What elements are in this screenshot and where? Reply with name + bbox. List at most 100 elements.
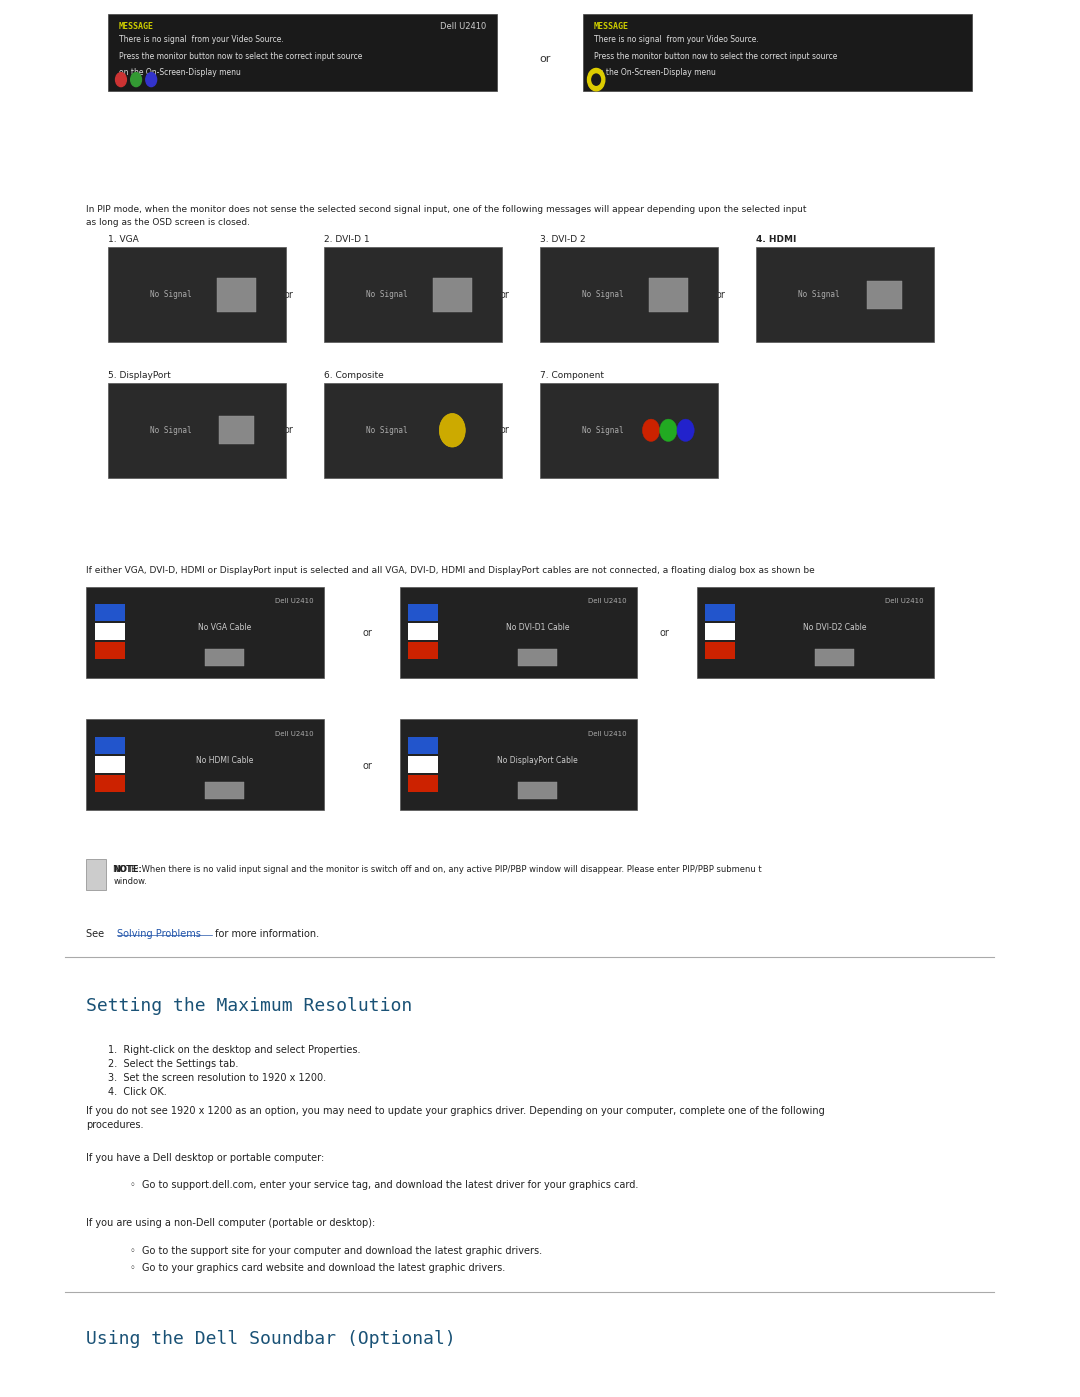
Text: No VGA Cable: No VGA Cable [198, 623, 251, 631]
FancyBboxPatch shape [219, 416, 254, 444]
Text: No Signal: No Signal [581, 426, 623, 434]
FancyBboxPatch shape [815, 650, 854, 666]
FancyBboxPatch shape [95, 775, 125, 792]
Text: 5. DisplayPort: 5. DisplayPort [108, 372, 171, 380]
FancyBboxPatch shape [108, 14, 497, 91]
Text: No Signal: No Signal [365, 426, 407, 434]
Text: 2.  Select the Settings tab.: 2. Select the Settings tab. [108, 1059, 239, 1069]
Text: or: or [499, 289, 510, 300]
FancyBboxPatch shape [205, 650, 244, 666]
Text: Dell U2410: Dell U2410 [588, 731, 626, 736]
Text: MESSAGE: MESSAGE [119, 22, 153, 31]
Text: If you have a Dell desktop or portable computer:: If you have a Dell desktop or portable c… [86, 1153, 325, 1162]
Circle shape [146, 73, 157, 87]
Text: 4.  Click OK.: 4. Click OK. [108, 1087, 166, 1097]
FancyBboxPatch shape [95, 604, 125, 622]
FancyBboxPatch shape [86, 587, 324, 678]
FancyBboxPatch shape [95, 643, 125, 659]
FancyBboxPatch shape [518, 650, 557, 666]
FancyBboxPatch shape [86, 859, 106, 890]
Text: No DVI-D1 Cable: No DVI-D1 Cable [505, 623, 569, 631]
Text: or: or [283, 425, 294, 436]
Text: See: See [86, 929, 108, 939]
Circle shape [131, 73, 141, 87]
Text: Press the monitor button now to select the correct input source: Press the monitor button now to select t… [594, 53, 837, 61]
FancyBboxPatch shape [705, 643, 735, 659]
FancyBboxPatch shape [324, 383, 502, 478]
Text: Dell U2410: Dell U2410 [885, 598, 923, 604]
FancyBboxPatch shape [649, 278, 688, 312]
FancyBboxPatch shape [408, 604, 438, 622]
Text: ◦  Go to the support site for your computer and download the latest graphic driv: ◦ Go to the support site for your comput… [130, 1246, 542, 1256]
Text: or: or [283, 289, 294, 300]
FancyBboxPatch shape [518, 782, 557, 799]
FancyBboxPatch shape [205, 782, 244, 799]
Text: on the On-Screen-Display menu: on the On-Screen-Display menu [594, 68, 716, 77]
Text: Solving Problems: Solving Problems [117, 929, 201, 939]
FancyBboxPatch shape [95, 623, 125, 640]
FancyBboxPatch shape [583, 14, 972, 91]
Text: No Signal: No Signal [365, 291, 407, 299]
Text: No Signal: No Signal [149, 291, 191, 299]
Text: NOTE: When there is no valid input signal and the monitor is switch off and on, : NOTE: When there is no valid input signa… [113, 865, 762, 886]
FancyBboxPatch shape [400, 719, 637, 810]
FancyBboxPatch shape [408, 643, 438, 659]
FancyBboxPatch shape [95, 756, 125, 773]
Text: If you are using a non-Dell computer (portable or desktop):: If you are using a non-Dell computer (po… [86, 1218, 376, 1228]
Text: 1.  Right-click on the desktop and select Properties.: 1. Right-click on the desktop and select… [108, 1045, 361, 1055]
Text: or: or [362, 760, 373, 771]
FancyBboxPatch shape [95, 736, 125, 754]
Circle shape [643, 419, 660, 441]
FancyBboxPatch shape [108, 247, 286, 342]
Text: Dell U2410: Dell U2410 [274, 731, 313, 736]
Circle shape [592, 74, 600, 85]
FancyBboxPatch shape [408, 775, 438, 792]
Text: 4. HDMI: 4. HDMI [756, 236, 796, 244]
Text: No HDMI Cable: No HDMI Cable [195, 756, 253, 764]
Circle shape [660, 419, 677, 441]
Text: ◦  Go to support.dell.com, enter your service tag, and download the latest drive: ◦ Go to support.dell.com, enter your ser… [130, 1180, 638, 1190]
Text: 2. DVI-D 1: 2. DVI-D 1 [324, 236, 369, 244]
FancyBboxPatch shape [697, 587, 934, 678]
Text: or: or [659, 627, 670, 638]
Text: or: or [362, 627, 373, 638]
Text: 3. DVI-D 2: 3. DVI-D 2 [540, 236, 585, 244]
Text: Dell U2410: Dell U2410 [440, 22, 486, 31]
FancyBboxPatch shape [217, 278, 256, 312]
Text: 6. Composite: 6. Composite [324, 372, 383, 380]
FancyBboxPatch shape [756, 247, 934, 342]
FancyBboxPatch shape [408, 736, 438, 754]
Text: No Signal: No Signal [581, 291, 623, 299]
Text: If either VGA, DVI-D, HDMI or DisplayPort input is selected and all VGA, DVI-D, : If either VGA, DVI-D, HDMI or DisplayPor… [86, 566, 815, 574]
Text: or: or [499, 425, 510, 436]
FancyBboxPatch shape [86, 719, 324, 810]
Text: Using the Dell Soundbar (Optional): Using the Dell Soundbar (Optional) [86, 1330, 456, 1348]
Text: Press the monitor button now to select the correct input source: Press the monitor button now to select t… [119, 53, 362, 61]
Text: No Signal: No Signal [797, 291, 839, 299]
Circle shape [440, 414, 465, 447]
Text: on the On-Screen-Display menu: on the On-Screen-Display menu [119, 68, 241, 77]
Text: There is no signal  from your Video Source.: There is no signal from your Video Sourc… [594, 35, 759, 45]
FancyBboxPatch shape [705, 604, 735, 622]
Text: for more information.: for more information. [212, 929, 319, 939]
Text: ◦  Go to your graphics card website and download the latest graphic drivers.: ◦ Go to your graphics card website and d… [130, 1263, 504, 1273]
Text: If you do not see 1920 x 1200 as an option, you may need to update your graphics: If you do not see 1920 x 1200 as an opti… [86, 1106, 825, 1130]
Text: MESSAGE: MESSAGE [594, 22, 629, 31]
Circle shape [677, 419, 694, 441]
FancyBboxPatch shape [408, 623, 438, 640]
Text: No Signal: No Signal [149, 426, 191, 434]
FancyBboxPatch shape [540, 383, 718, 478]
Text: 3.  Set the screen resolution to 1920 x 1200.: 3. Set the screen resolution to 1920 x 1… [108, 1073, 326, 1083]
FancyBboxPatch shape [540, 247, 718, 342]
Text: 1. VGA: 1. VGA [108, 236, 138, 244]
Text: 7. Component: 7. Component [540, 372, 604, 380]
FancyBboxPatch shape [408, 756, 438, 773]
FancyBboxPatch shape [400, 587, 637, 678]
Text: Dell U2410: Dell U2410 [588, 598, 626, 604]
Text: In PIP mode, when the monitor does not sense the selected second signal input, o: In PIP mode, when the monitor does not s… [86, 205, 807, 226]
Text: or: or [540, 53, 551, 64]
Text: or: or [715, 289, 726, 300]
FancyBboxPatch shape [705, 623, 735, 640]
Text: No DVI-D2 Cable: No DVI-D2 Cable [802, 623, 866, 631]
FancyBboxPatch shape [324, 247, 502, 342]
